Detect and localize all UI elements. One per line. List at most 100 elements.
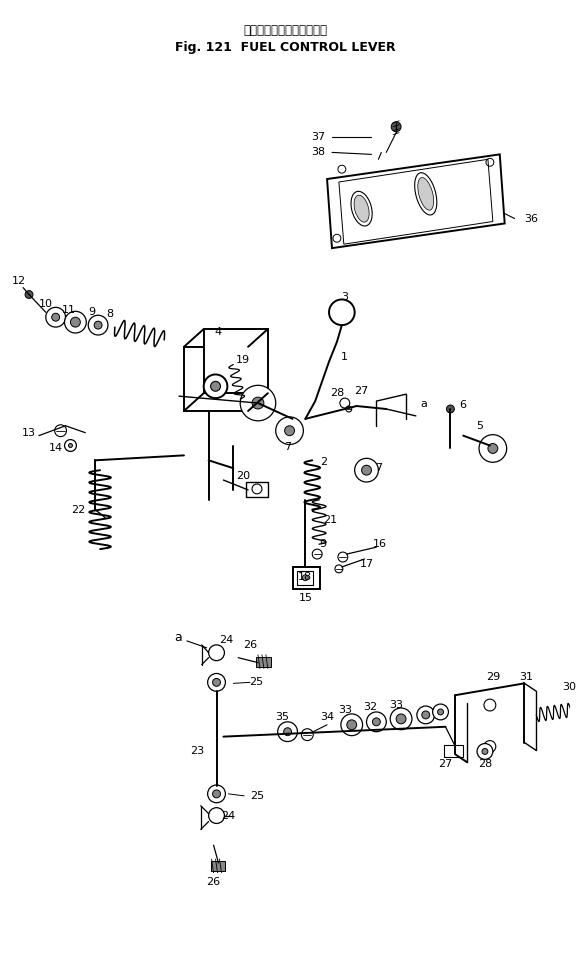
Text: 38: 38: [311, 147, 325, 158]
Text: 27: 27: [354, 386, 369, 396]
Circle shape: [362, 465, 372, 475]
Text: 16: 16: [372, 540, 386, 549]
Text: 30: 30: [562, 683, 576, 692]
Circle shape: [366, 712, 386, 732]
Text: 22: 22: [71, 505, 85, 514]
Text: 27: 27: [438, 759, 453, 770]
Text: 32: 32: [363, 702, 377, 712]
Text: 24: 24: [221, 810, 236, 821]
Ellipse shape: [351, 191, 372, 226]
Circle shape: [65, 440, 77, 452]
Circle shape: [422, 711, 430, 718]
Bar: [211, 861, 225, 871]
Circle shape: [276, 417, 304, 445]
Text: 7: 7: [375, 463, 382, 473]
Text: 35: 35: [276, 712, 290, 722]
Circle shape: [329, 300, 355, 325]
Circle shape: [65, 311, 86, 333]
Circle shape: [446, 405, 454, 413]
Circle shape: [390, 708, 412, 730]
Text: 19: 19: [236, 355, 250, 365]
Text: 2: 2: [320, 457, 328, 467]
Circle shape: [285, 425, 294, 436]
Circle shape: [278, 721, 297, 742]
Text: 9: 9: [319, 540, 326, 549]
Bar: [256, 657, 271, 666]
Text: 3: 3: [342, 292, 348, 303]
Circle shape: [25, 290, 33, 299]
Text: 26: 26: [207, 877, 221, 887]
Text: 8: 8: [107, 309, 113, 319]
Circle shape: [240, 385, 276, 421]
Text: 28: 28: [330, 388, 344, 398]
Text: 4: 4: [215, 327, 222, 337]
Text: 20: 20: [236, 471, 250, 482]
Circle shape: [417, 706, 435, 724]
Text: 23: 23: [190, 747, 204, 756]
Text: 5: 5: [476, 421, 483, 430]
Text: 15: 15: [298, 594, 312, 603]
Text: 24: 24: [219, 635, 233, 645]
Text: 7: 7: [284, 443, 291, 453]
Circle shape: [347, 719, 357, 730]
Text: 14: 14: [48, 444, 63, 454]
Text: 17: 17: [359, 559, 374, 569]
Text: 33: 33: [338, 705, 352, 715]
Text: 12: 12: [12, 276, 26, 285]
Circle shape: [433, 704, 449, 719]
Text: 31: 31: [520, 672, 533, 683]
Circle shape: [488, 444, 498, 454]
Text: a: a: [174, 631, 182, 644]
Text: 28: 28: [478, 759, 492, 770]
Circle shape: [482, 748, 488, 754]
Circle shape: [207, 785, 225, 803]
Circle shape: [252, 397, 264, 409]
Circle shape: [88, 315, 108, 335]
Circle shape: [355, 458, 378, 482]
Circle shape: [477, 744, 493, 759]
Text: 25: 25: [249, 677, 263, 688]
Text: 1: 1: [342, 352, 348, 362]
Circle shape: [69, 444, 73, 448]
Bar: [297, 571, 313, 585]
Bar: [204, 329, 268, 394]
Circle shape: [213, 679, 221, 687]
Circle shape: [94, 321, 102, 329]
Text: 11: 11: [62, 306, 75, 315]
Text: 25: 25: [250, 791, 264, 801]
Text: a: a: [421, 399, 428, 409]
Text: Fig. 121  FUEL CONTROL LEVER: Fig. 121 FUEL CONTROL LEVER: [175, 41, 396, 54]
Text: 33: 33: [389, 700, 403, 710]
Text: 37: 37: [311, 132, 325, 141]
Bar: [184, 347, 248, 411]
Ellipse shape: [418, 178, 434, 210]
Circle shape: [207, 673, 225, 691]
Bar: [246, 482, 268, 497]
Circle shape: [211, 381, 221, 392]
Text: 36: 36: [524, 214, 539, 223]
Ellipse shape: [415, 173, 437, 215]
Circle shape: [283, 728, 291, 736]
Circle shape: [213, 790, 221, 798]
Text: 9: 9: [89, 308, 96, 317]
Circle shape: [52, 313, 59, 321]
Ellipse shape: [354, 195, 369, 222]
Circle shape: [70, 317, 80, 327]
Bar: [293, 567, 320, 589]
Circle shape: [204, 374, 228, 398]
Circle shape: [438, 709, 444, 715]
Text: 10: 10: [39, 300, 53, 309]
Circle shape: [373, 718, 380, 726]
Bar: [444, 745, 463, 757]
Circle shape: [46, 308, 66, 327]
Circle shape: [479, 434, 507, 462]
Text: フェルコントロールレバー: フェルコントロールレバー: [244, 24, 328, 37]
Text: 18: 18: [298, 571, 312, 582]
Circle shape: [391, 122, 401, 132]
Text: 29: 29: [486, 672, 500, 683]
Text: 26: 26: [243, 640, 257, 650]
Text: 34: 34: [320, 712, 334, 722]
Circle shape: [396, 714, 406, 724]
Circle shape: [341, 714, 362, 736]
Text: 6: 6: [460, 400, 467, 410]
